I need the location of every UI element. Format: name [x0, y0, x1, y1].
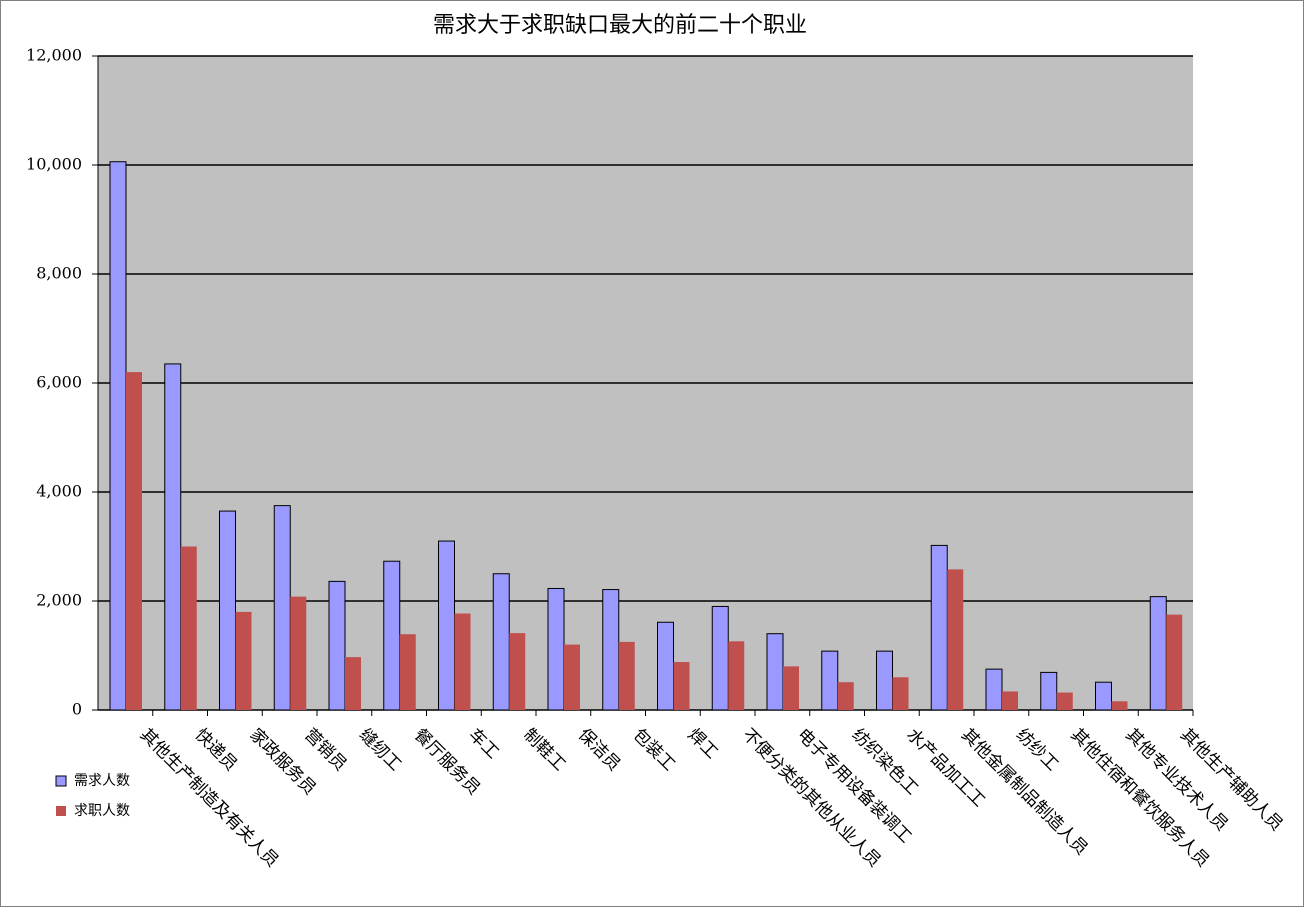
bar — [1149, 596, 1167, 711]
bar — [383, 560, 401, 711]
y-tick-label: 10,000 — [26, 155, 82, 174]
bar — [509, 633, 526, 710]
bar — [438, 540, 455, 711]
bar — [1002, 691, 1018, 710]
bar — [1040, 671, 1058, 711]
y-tick-label: 12,000 — [26, 46, 82, 65]
bar — [235, 611, 252, 710]
y-tick-label: 6,000 — [36, 373, 82, 392]
y-tick-label: 0 — [72, 700, 82, 719]
bar — [711, 605, 729, 711]
bar — [892, 677, 909, 710]
legend-label: 需求人数 — [74, 773, 130, 789]
bar — [547, 587, 565, 711]
bar — [126, 372, 142, 710]
bar — [1056, 692, 1073, 710]
bar — [1111, 701, 1128, 710]
bar — [345, 657, 361, 710]
bar — [947, 569, 964, 710]
bar — [180, 546, 197, 710]
bar — [837, 682, 854, 710]
legend-swatch — [56, 806, 66, 816]
bar — [109, 161, 127, 711]
bar — [564, 644, 580, 710]
y-tick-label: 4,000 — [36, 482, 82, 501]
bar — [164, 363, 182, 711]
bar — [766, 633, 784, 711]
bar — [673, 662, 690, 710]
bar — [657, 621, 674, 711]
bar — [1095, 681, 1112, 711]
bar — [985, 668, 1003, 711]
bar — [876, 650, 893, 711]
y-tick-label: 8,000 — [36, 264, 82, 283]
legend-swatch — [55, 775, 67, 787]
bar — [930, 544, 948, 711]
bar — [492, 573, 510, 711]
bar — [1166, 614, 1183, 710]
bar — [399, 634, 416, 710]
bar — [728, 641, 745, 710]
legend-label: 求职人数 — [74, 803, 130, 819]
bar — [328, 580, 346, 711]
y-tick-label: 2,000 — [36, 591, 82, 610]
bar — [783, 666, 799, 710]
bar — [219, 510, 236, 711]
chart-title: 需求大于求职缺口最大的前二十个职业 — [433, 13, 807, 38]
bar — [821, 650, 839, 711]
bar — [454, 613, 471, 710]
bar — [618, 641, 635, 710]
bar — [273, 505, 291, 711]
bar — [290, 596, 307, 710]
bar — [602, 589, 620, 711]
